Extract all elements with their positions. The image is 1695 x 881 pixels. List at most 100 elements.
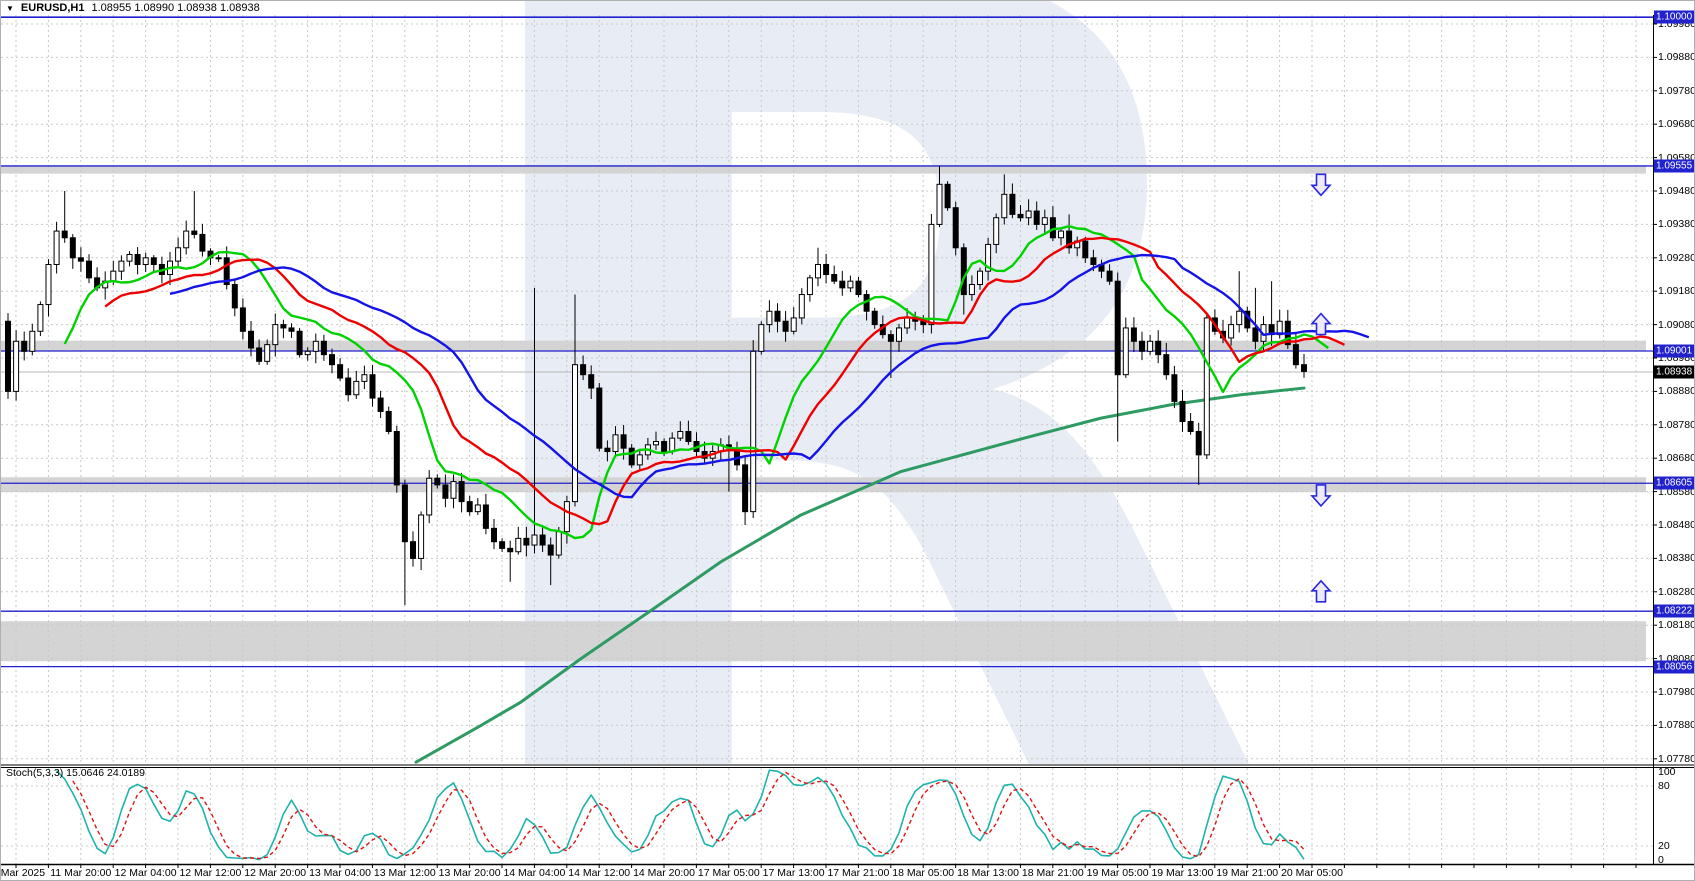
candle-body [393,430,400,486]
candle-body [499,541,506,549]
candle-body [296,330,303,356]
stochastic-d-value: 24.0189 [107,767,145,779]
candle [312,333,319,364]
candle-body [345,377,352,396]
candle-body [1147,340,1154,352]
candle [750,340,757,518]
time-axis-label: 12 Mar 04:00 [114,867,177,879]
candle-body [831,274,838,282]
candle [798,288,805,325]
candle-body [61,230,68,239]
candle-body [369,374,376,399]
candle-body [612,434,619,453]
candle-body [248,330,254,349]
zone-band[interactable] [1,165,1646,174]
time-axis-label: 18 Mar 21:00 [1021,867,1084,879]
candle-body [928,223,935,326]
candle [393,425,400,493]
candle-body [847,280,854,289]
time-axis-label: 11 Mar 2025 [0,867,46,879]
trend-arrow-down[interactable] [1310,173,1332,197]
price-tick-label: 1.07980 [1658,686,1695,698]
bid-price-label[interactable]: 1.08938 [1654,365,1694,379]
candle [839,270,846,296]
candle-body [661,441,668,453]
candle-body [968,284,975,296]
candle [952,201,959,256]
zone-band[interactable] [1,477,1646,493]
level-price-label[interactable]: 1.09001 [1654,344,1694,358]
candle [126,251,133,267]
collapse-triangle-icon[interactable]: ▼ [6,3,14,13]
candle [1130,317,1137,353]
level-price-label[interactable]: 1.08056 [1654,660,1694,674]
candle-body [256,347,263,362]
candle [1155,330,1162,364]
level-price-label[interactable]: 1.08222 [1654,604,1694,618]
candle [377,390,384,419]
candle-body [458,481,465,503]
candle [45,259,52,317]
trend-arrow-up[interactable] [1310,312,1332,336]
time-axis-label: 14 Mar 12:00 [568,867,631,879]
level-price-label[interactable]: 1.08605 [1654,476,1694,490]
candle [442,474,449,508]
candle-body [1203,317,1210,456]
candle [199,223,206,257]
candle-body [620,434,627,449]
candle [69,234,76,269]
candle [426,470,433,524]
candle-body [491,527,497,543]
candle [1301,354,1307,378]
level-price-label[interactable]: 1.10000 [1654,10,1694,24]
candle [1268,281,1275,346]
zone-band[interactable] [1,621,1646,662]
candle-body [474,504,481,513]
time-axis-label: 18 Mar 13:00 [957,867,1019,879]
candle [1195,422,1202,485]
candle [304,347,311,361]
candle [693,432,700,457]
candle-body [13,340,20,392]
candle [588,365,595,400]
time-axis-label: 17 Mar 21:00 [827,867,890,879]
time-axis-label: 18 Mar 05:00 [892,867,955,879]
candle-body [426,477,433,516]
zone-band[interactable] [1,340,1646,351]
candle [774,303,781,333]
level-price-label[interactable]: 1.09555 [1654,159,1694,173]
price-tick-label: 1.09680 [1658,118,1695,131]
candle [523,526,530,557]
candle-body [993,217,1000,245]
candle [183,220,190,255]
candle-body [742,464,749,513]
candle-body [960,247,967,296]
candle [806,274,813,302]
candle [466,495,473,516]
candle-body [904,317,911,329]
candle-body [377,397,384,412]
trend-arrow-up[interactable] [1310,579,1332,603]
candle [53,221,60,274]
alligator-jaw-line [169,253,1370,499]
candle [580,355,587,381]
candle-body [1276,320,1283,336]
candle [977,267,983,290]
candle-body [53,230,60,265]
candle [272,313,279,357]
candle [418,511,425,570]
candle-body [1122,327,1129,376]
candle [612,426,619,457]
candle [515,526,522,555]
candle [1147,334,1154,355]
candle [936,165,943,228]
candle-body [134,253,141,265]
candle-body [523,537,530,546]
candle-body [1106,270,1113,282]
candle [928,214,935,334]
trend-arrow-down[interactable] [1310,484,1332,508]
candle-body [304,350,311,356]
time-axis-label: 17 Mar 13:00 [762,867,825,879]
candle-body [766,310,773,326]
